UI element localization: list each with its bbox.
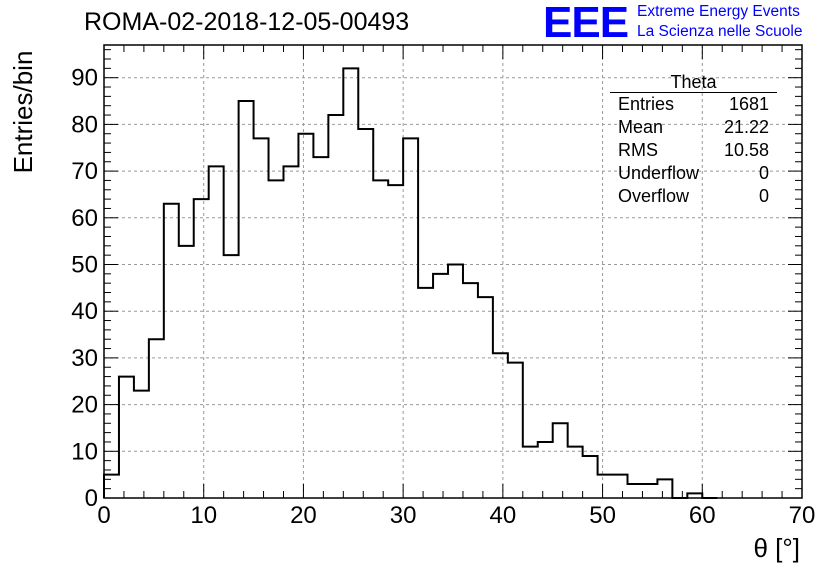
tick-labels: 0 10 20 30 40 50 60 70 0 10 20 30 40 50 60 70 80 90 bbox=[71, 65, 815, 529]
stats-row: Underflow 0 bbox=[610, 162, 777, 185]
histogram-bin bbox=[523, 447, 538, 498]
histogram-bin bbox=[403, 138, 418, 498]
stats-label: Mean bbox=[618, 117, 664, 137]
axis-ticks bbox=[103, 45, 803, 499]
x-tick-label: 30 bbox=[390, 502, 417, 529]
y-tick-label: 50 bbox=[71, 251, 98, 278]
y-tick-label: 10 bbox=[71, 438, 98, 465]
histogram-bin bbox=[433, 274, 448, 498]
histogram-bin bbox=[508, 363, 523, 498]
plot-frame bbox=[103, 44, 803, 499]
x-tick-label: 70 bbox=[789, 502, 816, 529]
histogram-bin bbox=[373, 180, 388, 498]
y-tick-label: 0 bbox=[85, 485, 98, 512]
page-title: ROMA-02-2018-12-05-00493 bbox=[84, 8, 410, 36]
histogram-bin bbox=[642, 484, 657, 498]
histogram-bin bbox=[598, 475, 613, 498]
y-tick-label: 70 bbox=[71, 158, 98, 185]
histogram-bin bbox=[478, 297, 493, 498]
histogram-bin bbox=[418, 288, 433, 498]
stats-label: Underflow bbox=[618, 163, 700, 183]
histogram-bin bbox=[493, 353, 508, 498]
stats-value: 0 bbox=[758, 186, 769, 206]
stats-row: RMS 10.58 bbox=[610, 139, 777, 162]
histogram-bin bbox=[553, 423, 568, 498]
logo-line-1: Extreme Energy Events bbox=[637, 3, 800, 20]
y-tick-label: 80 bbox=[71, 111, 98, 138]
histogram-bin bbox=[269, 180, 284, 498]
histogram-bin bbox=[283, 166, 298, 498]
y-tick-label: 20 bbox=[71, 392, 98, 419]
stats-value: 0 bbox=[758, 163, 769, 183]
x-tick-label: 0 bbox=[97, 502, 110, 529]
stats-label: Overflow bbox=[618, 186, 690, 206]
histogram-bin bbox=[358, 129, 373, 498]
histogram-bin bbox=[328, 115, 343, 498]
stats-row: Mean 21.22 bbox=[610, 116, 777, 139]
logo-line-2: La Scienza nelle Scuole bbox=[637, 23, 803, 40]
histogram-bin bbox=[613, 475, 628, 498]
y-tick-label: 40 bbox=[71, 298, 98, 325]
histogram-bin bbox=[254, 138, 269, 498]
stats-label: RMS bbox=[618, 140, 658, 160]
stats-value: 1681 bbox=[728, 94, 769, 114]
histogram-bin bbox=[583, 456, 598, 498]
x-tick-label: 40 bbox=[490, 502, 517, 529]
y-tick-label: 30 bbox=[71, 345, 98, 372]
stats-value: 10.58 bbox=[723, 140, 769, 160]
histogram-bin bbox=[448, 264, 463, 498]
histogram-bin bbox=[209, 166, 224, 498]
histogram-bin bbox=[313, 157, 328, 498]
histogram-bin bbox=[164, 204, 179, 498]
stats-label: Entries bbox=[618, 94, 675, 114]
histogram-bin bbox=[239, 101, 254, 498]
x-tick-label: 50 bbox=[589, 502, 616, 529]
y-axis-label: Entries/bin bbox=[8, 51, 38, 174]
histogram-bin bbox=[149, 339, 164, 498]
stats-row: Entries 1681 bbox=[610, 93, 777, 116]
x-tick-label: 10 bbox=[190, 502, 217, 529]
histogram-bin bbox=[119, 377, 134, 498]
histogram-bin bbox=[568, 447, 583, 498]
x-tick-label: 20 bbox=[290, 502, 317, 529]
histogram-bin bbox=[538, 442, 553, 498]
histogram-bin bbox=[224, 255, 239, 498]
histogram-bin bbox=[463, 283, 478, 498]
stats-row: Overflow 0 bbox=[610, 185, 777, 208]
histogram-bin bbox=[657, 479, 672, 498]
stats-box: Theta Entries 1681 Mean 21.22 RMS 10.58 … bbox=[610, 72, 777, 208]
histogram-step bbox=[103, 67, 718, 499]
x-tick-label: 60 bbox=[689, 502, 716, 529]
histogram-bin bbox=[194, 199, 209, 498]
histogram-line bbox=[103, 67, 718, 499]
histogram-bin bbox=[104, 475, 119, 498]
stats-value: 21.22 bbox=[723, 117, 769, 137]
histogram-bin bbox=[343, 68, 358, 498]
histogram-bin bbox=[298, 134, 313, 498]
logo-caption: Extreme Energy Events La Scienza nelle S… bbox=[637, 2, 802, 42]
histogram-bin bbox=[179, 246, 194, 498]
histogram-bin bbox=[134, 391, 149, 498]
x-axis-label: θ [°] bbox=[753, 533, 800, 563]
histogram-bin bbox=[628, 484, 643, 498]
stats-title: Theta bbox=[610, 72, 777, 93]
eee-logo: EEE bbox=[543, 0, 629, 47]
y-tick-label: 60 bbox=[71, 205, 98, 232]
y-tick-label: 90 bbox=[71, 65, 98, 92]
